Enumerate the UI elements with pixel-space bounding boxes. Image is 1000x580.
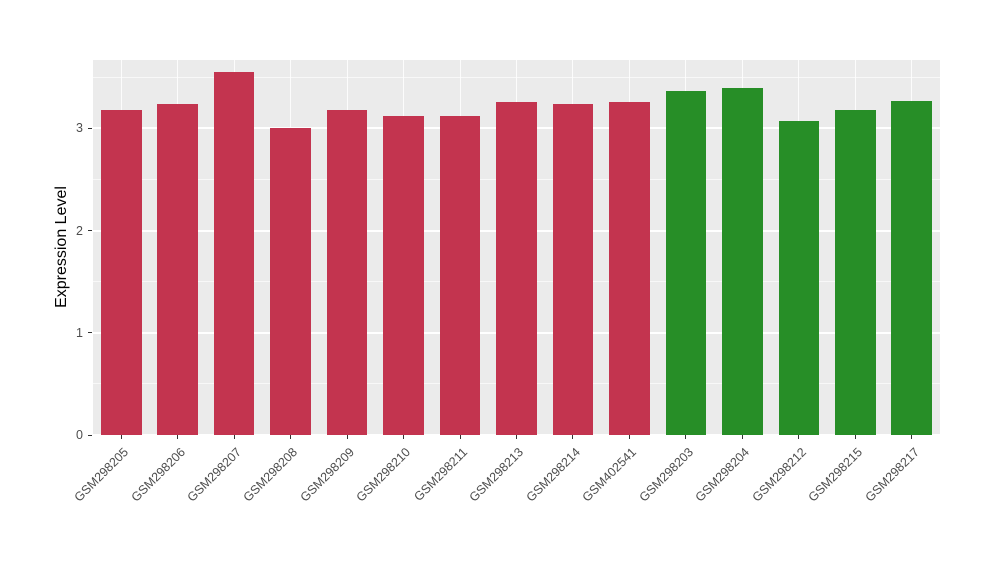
x-tick-label-GSM298207: GSM298207 <box>184 445 245 505</box>
x-tick-label-GSM298204: GSM298204 <box>692 445 753 505</box>
y-tick-mark <box>88 434 92 436</box>
x-tick-label-GSM298211: GSM298211 <box>411 445 470 504</box>
x-tick-label-GSM298210: GSM298210 <box>353 445 414 505</box>
x-tick-label-GSM298217: GSM298217 <box>862 445 922 505</box>
x-tick-mark <box>572 435 574 439</box>
y-tick-mark <box>88 127 92 129</box>
x-tick-label-GSM298206: GSM298206 <box>128 445 188 505</box>
bar-GSM298206 <box>157 103 198 435</box>
bar-GSM298213 <box>496 101 537 435</box>
bar-GSM402541 <box>609 101 650 435</box>
bar-GSM298207 <box>213 72 255 435</box>
bar-GSM298210 <box>383 116 424 435</box>
y-tick-label: 0 <box>76 428 83 442</box>
x-tick-mark <box>290 435 292 439</box>
x-tick-mark <box>403 435 405 439</box>
y-tick-mark <box>88 332 92 334</box>
bar-GSM298212 <box>778 121 820 435</box>
x-tick-label-GSM402541: GSM402541 <box>579 445 640 505</box>
bar-GSM298211 <box>439 116 481 435</box>
x-tick-label-GSM298205: GSM298205 <box>71 445 132 505</box>
bar-GSM298209 <box>326 110 368 435</box>
x-tick-mark <box>516 435 517 439</box>
x-tick-mark <box>177 435 179 439</box>
y-tick-label: 2 <box>76 223 83 238</box>
y-tick-label: 1 <box>76 325 83 340</box>
x-tick-label-GSM298213: GSM298213 <box>466 445 527 505</box>
bar-GSM298205 <box>100 110 142 435</box>
x-tick-label-GSM298214: GSM298214 <box>523 445 583 505</box>
x-tick-mark <box>911 435 913 439</box>
x-tick-mark <box>685 435 687 439</box>
x-tick-mark <box>628 435 630 439</box>
x-tick-mark <box>741 435 743 439</box>
y-tick-label: 3 <box>76 121 83 136</box>
x-tick-label-GSM298215: GSM298215 <box>805 445 866 505</box>
bar-GSM298204 <box>722 87 763 435</box>
x-tick-mark <box>233 435 235 439</box>
x-tick-mark <box>346 435 348 439</box>
bar-GSM298217 <box>891 100 933 435</box>
y-tick-mark <box>88 230 92 232</box>
plot-panel <box>93 60 940 436</box>
x-tick-label-GSM298212: GSM298212 <box>749 445 809 505</box>
x-tick-label-GSM298209: GSM298209 <box>297 445 357 505</box>
bar-GSM298203 <box>665 90 707 435</box>
x-tick-label-GSM298208: GSM298208 <box>240 445 301 505</box>
bar-GSM298215 <box>834 110 876 435</box>
x-tick-mark <box>120 435 122 439</box>
x-tick-mark <box>459 435 461 439</box>
x-tick-mark <box>854 435 856 439</box>
bar-GSM298214 <box>552 103 594 435</box>
y-axis-title: Expression Level <box>53 186 70 308</box>
bar-GSM298208 <box>270 128 311 435</box>
x-tick-label-GSM298203: GSM298203 <box>636 445 696 505</box>
x-tick-mark <box>798 435 800 439</box>
